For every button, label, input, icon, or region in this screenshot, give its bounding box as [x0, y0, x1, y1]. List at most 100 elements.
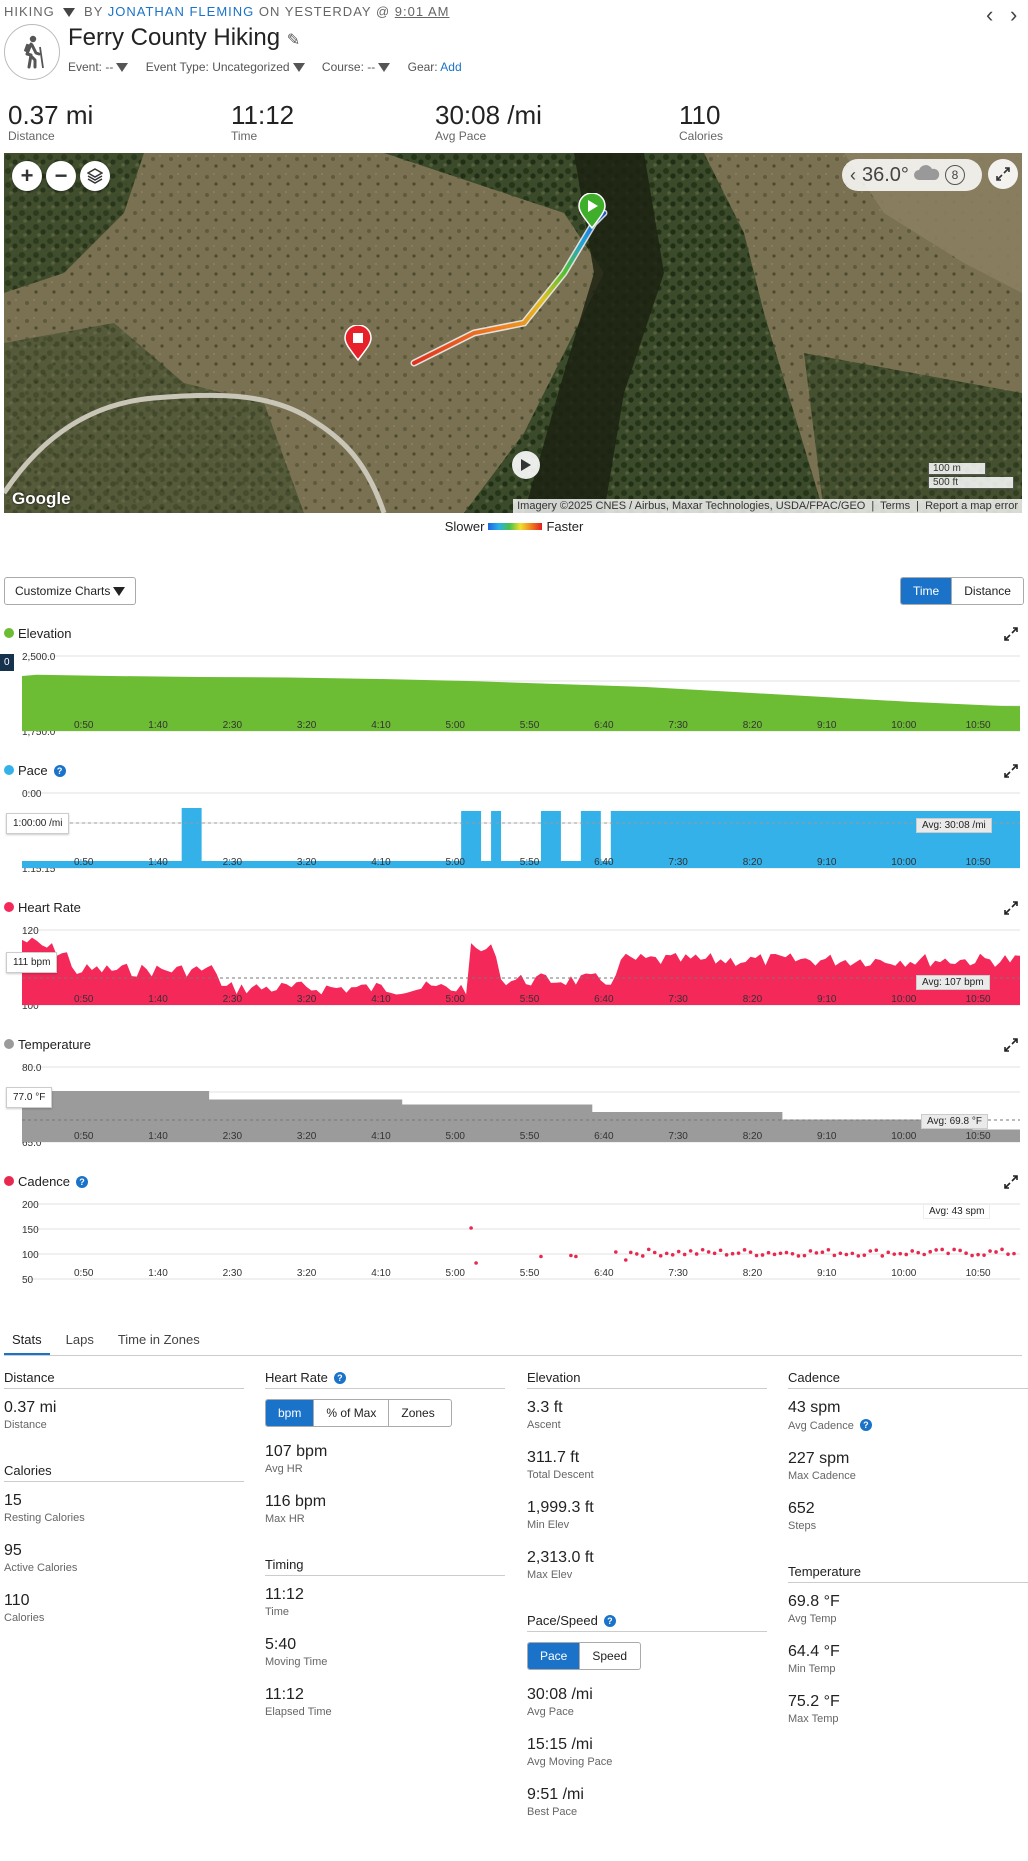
- x-tick-label: 5:50: [520, 1131, 540, 1142]
- data-point: [928, 1249, 932, 1254]
- x-tick-label: 5:00: [446, 857, 466, 868]
- play-icon[interactable]: [512, 451, 540, 479]
- edit-pencil-icon[interactable]: ✎: [286, 32, 301, 49]
- data-point: [766, 1250, 771, 1255]
- data-point: [772, 1252, 777, 1257]
- x-tick-label: 3:20: [297, 857, 317, 868]
- data-point: [850, 1251, 855, 1256]
- author-link[interactable]: JONATHAN FLEMING: [107, 4, 255, 19]
- activity-map[interactable]: + − ‹ 36.0° 8 Google 100 m 500 ft Imager…: [4, 153, 1022, 513]
- hr-percent-max-button[interactable]: % of Max: [313, 1400, 389, 1426]
- temperature-chart[interactable]: Temperature80.075.065.00:501:402:303:204…: [4, 1034, 1024, 1164]
- chart-plot[interactable]: 80.075.065.00:501:402:303:204:105:005:50…: [4, 1034, 1024, 1164]
- x-tick-label: 1:40: [148, 857, 168, 868]
- stat-best-pace-label: Best Pace: [527, 1806, 578, 1818]
- data-point: [676, 1249, 681, 1254]
- tab-time-in-zones[interactable]: Time in Zones: [117, 1332, 200, 1347]
- chevron-left-icon[interactable]: ‹: [850, 164, 856, 185]
- x-tick-label: 6:40: [594, 994, 614, 1005]
- x-tick-label: 3:20: [297, 1268, 317, 1279]
- help-icon[interactable]: ?: [76, 1176, 89, 1188]
- event-select[interactable]: Event: --: [68, 60, 129, 74]
- chart-plot[interactable]: 200 150 100 50 0:50 1:40 2:30 3:20 4:10 5:00 5:50 6…: [4, 1171, 1024, 1301]
- help-icon[interactable]: ?: [53, 765, 66, 777]
- hover-value-tooltip: 111 bpm: [6, 952, 58, 973]
- stats-tabs: Stats Laps Time in Zones: [4, 1325, 1022, 1356]
- end-marker-icon[interactable]: [344, 324, 372, 366]
- stats-col-2: Heart Rate? bpm % of Max Zones 107 bpm A…: [265, 1370, 505, 1736]
- hr-zones-button[interactable]: Zones: [388, 1400, 447, 1426]
- x-tick-label: 2:30: [223, 994, 243, 1005]
- average-label: Avg: 30:08 /mi: [916, 818, 992, 833]
- data-point: [469, 1226, 473, 1230]
- pace-speed-toggle[interactable]: Pace Speed: [527, 1642, 641, 1670]
- activity-type-dropdown-icon[interactable]: [63, 8, 76, 17]
- event-type-select[interactable]: Event Type: Uncategorized: [146, 60, 305, 74]
- zoom-in-button[interactable]: +: [12, 161, 42, 191]
- weather-widget[interactable]: ‹ 36.0° 8: [842, 159, 982, 191]
- pace-chart[interactable]: Pace?0:0025:001:15:150:501:402:303:204:1…: [4, 760, 1024, 890]
- zoom-out-button[interactable]: −: [46, 161, 76, 191]
- summary-distance-label: Distance: [8, 129, 55, 143]
- data-point: [844, 1252, 849, 1257]
- x-tick-label: 1:40: [148, 720, 168, 731]
- elevation-chart[interactable]: Elevation2,500.02,250.02,000.01,750.00:5…: [0, 623, 1024, 753]
- x-tick-label: 0:50: [74, 1131, 94, 1142]
- chart-plot[interactable]: 2,500.02,250.02,000.01,750.00:501:402:30…: [4, 623, 1024, 753]
- help-icon[interactable]: ?: [603, 1615, 616, 1627]
- average-label: Avg: 69.8 °F: [921, 1114, 988, 1129]
- hover-value-tooltip: 0: [0, 654, 14, 671]
- time-link[interactable]: 9:01 AM: [394, 4, 450, 19]
- start-marker-icon[interactable]: [578, 192, 606, 234]
- x-tick-label: 5:50: [520, 857, 540, 868]
- layers-icon[interactable]: [80, 161, 110, 191]
- time-axis-button[interactable]: Time: [901, 578, 952, 604]
- tab-stats[interactable]: Stats: [4, 1325, 50, 1355]
- data-point: [700, 1247, 705, 1252]
- axis-toggle[interactable]: Time Distance: [900, 577, 1024, 605]
- stat-distance-label: Distance: [4, 1419, 47, 1431]
- heart-rate-chart[interactable]: Heart Rate 120 100 0:50 1:40 2:30 3:20 4:10 5:00…: [4, 897, 1024, 1027]
- data-point: [614, 1250, 618, 1254]
- customize-charts-button[interactable]: Customize Charts: [4, 577, 137, 605]
- stat-avg-hr-value: 107 bpm: [265, 1443, 328, 1460]
- course-select[interactable]: Course: --: [322, 60, 391, 74]
- x-tick-label: 5:00: [446, 1268, 466, 1279]
- data-point: [808, 1249, 813, 1253]
- cadence-chart[interactable]: Cadence? 200 150 100 50 0:50 1:40 2:30 3:20 4:10 5…: [4, 1171, 1024, 1301]
- legend-slower: Slower: [444, 519, 485, 534]
- chart-plot[interactable]: 0:0025:001:15:150:501:402:303:204:105:00…: [4, 760, 1024, 890]
- data-point: [574, 1254, 578, 1259]
- terms-link[interactable]: Terms: [880, 500, 911, 512]
- help-icon[interactable]: ?: [859, 1419, 872, 1431]
- date-label: YESTERDAY @: [284, 4, 391, 19]
- stat-active-calories-label: Active Calories: [4, 1562, 78, 1574]
- summary-pace-label: Avg Pace: [435, 129, 487, 143]
- x-tick-label: 4:10: [371, 994, 391, 1005]
- series-area: [22, 937, 1020, 1005]
- data-point: [652, 1250, 657, 1255]
- data-point: [952, 1247, 956, 1252]
- report-map-error-link[interactable]: Report a map error: [925, 500, 1018, 512]
- y-tick-label: 2,500.0: [22, 652, 56, 663]
- stat-avg-moving-pace-value: 15:15 /mi: [527, 1736, 593, 1753]
- y-tick-label: 100: [22, 1001, 39, 1012]
- next-activity-icon[interactable]: ›: [1010, 2, 1018, 27]
- fullscreen-icon[interactable]: [988, 159, 1018, 189]
- x-tick-label: 9:10: [817, 720, 837, 731]
- previous-activity-icon[interactable]: ‹: [986, 2, 994, 27]
- stat-steps-value: 652: [788, 1500, 815, 1517]
- activity-type: HIKING: [4, 4, 55, 19]
- data-point: [724, 1253, 729, 1257]
- help-icon[interactable]: ?: [333, 1372, 346, 1384]
- speed-button[interactable]: Speed: [579, 1643, 640, 1669]
- x-tick-label: 9:10: [817, 1131, 837, 1142]
- data-point: [964, 1251, 968, 1256]
- add-gear-link[interactable]: Add: [440, 60, 462, 74]
- hr-unit-toggle[interactable]: bpm % of Max Zones: [265, 1399, 452, 1427]
- pace-button[interactable]: Pace: [528, 1643, 580, 1669]
- distance-axis-button[interactable]: Distance: [951, 578, 1023, 604]
- hr-bpm-button[interactable]: bpm: [266, 1400, 314, 1426]
- chart-plot[interactable]: 120 100 0:50 1:40 2:30 3:20 4:10 5:00 5:50 6:40 7:…: [4, 897, 1024, 1027]
- tab-laps[interactable]: Laps: [65, 1332, 94, 1347]
